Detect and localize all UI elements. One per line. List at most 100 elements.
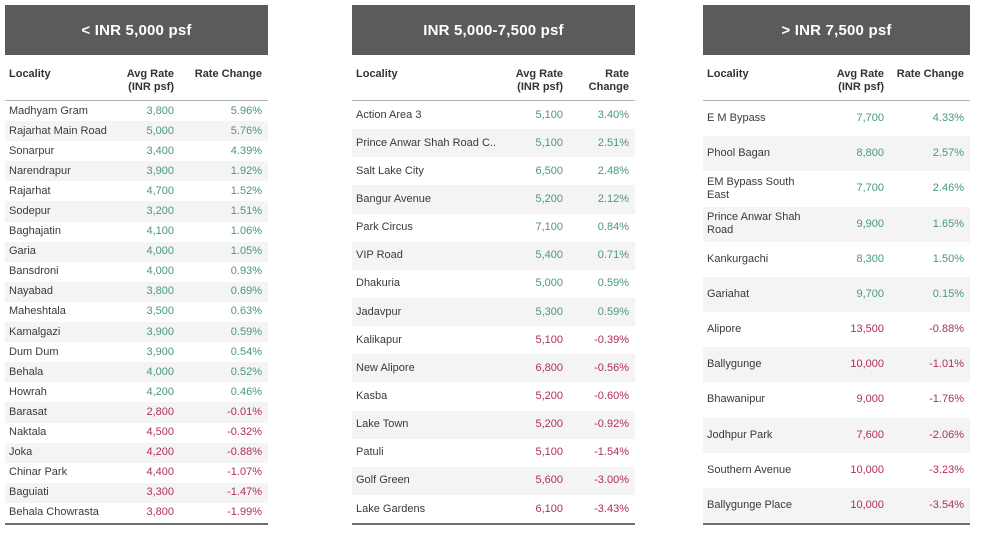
locality-cell: New Alipore bbox=[356, 361, 415, 374]
table-row[interactable]: Gariahat 9,700 0.15% bbox=[703, 276, 970, 313]
table-row[interactable]: Phool Bagan 8,800 2.57% bbox=[703, 136, 970, 172]
table-row[interactable]: Ballygunge 10,000 -1.01% bbox=[703, 347, 970, 383]
rate-change-cell: 0.54% bbox=[230, 345, 262, 358]
table-row[interactable]: Southern Avenue 10,000 -3.23% bbox=[703, 453, 970, 488]
locality-column-header: Locality bbox=[9, 68, 51, 80]
rate-change-cell: 1.51% bbox=[230, 205, 262, 218]
table-row[interactable]: Jodhpur Park 7,600 -2.06% bbox=[703, 417, 970, 453]
rate-change-cell: 0.59% bbox=[230, 325, 262, 338]
rate-change-cell: -0.39% bbox=[594, 333, 629, 346]
table-row[interactable]: Howrah 4,200 0.46% bbox=[5, 382, 268, 402]
table-row[interactable]: Dum Dum 3,900 0.54% bbox=[5, 342, 268, 362]
table-row[interactable]: Chinar Park 4,400 -1.07% bbox=[5, 463, 268, 483]
table-row[interactable]: New Alipore 6,800 -0.56% bbox=[352, 354, 635, 383]
table-row[interactable]: Barasat 2,800 -0.01% bbox=[5, 402, 268, 423]
table-row[interactable]: EM Bypass South East 7,700 2.46% bbox=[703, 171, 970, 206]
table-row[interactable]: Kasba 5,200 -0.60% bbox=[352, 382, 635, 410]
table-row[interactable]: Action Area 3 5,100 3.40% bbox=[352, 101, 635, 129]
locality-column-header: Locality bbox=[356, 68, 398, 80]
table-row[interactable]: Park Circus 7,100 0.84% bbox=[352, 214, 635, 242]
rate-change-cell: 1.65% bbox=[932, 217, 964, 230]
table-row[interactable]: Ballygunge Place 10,000 -3.54% bbox=[703, 487, 970, 524]
rate-change-cell: -1.07% bbox=[227, 466, 262, 479]
locality-cell: Phool Bagan bbox=[707, 147, 770, 160]
table-column-headers: Locality Avg Rate (INR psf) Rate Change bbox=[703, 55, 970, 101]
table-column-headers: Locality Avg Rate (INR psf) Rate Change bbox=[5, 55, 268, 101]
avg-rate-cell: 9,000 bbox=[856, 393, 884, 406]
table-row[interactable]: Baghajatin 4,100 1.06% bbox=[5, 222, 268, 242]
rate-change-cell: 0.71% bbox=[597, 249, 629, 262]
table-row[interactable]: Bhawanipur 9,000 -1.76% bbox=[703, 382, 970, 417]
rate-change-cell: 1.92% bbox=[230, 164, 262, 177]
rate-change-cell: 0.52% bbox=[230, 365, 262, 378]
table-row[interactable]: Bansdroni 4,000 0.93% bbox=[5, 262, 268, 282]
table-row[interactable]: Patuli 5,100 -1.54% bbox=[352, 439, 635, 467]
table-row[interactable]: Rajarhat 4,700 1.52% bbox=[5, 181, 268, 201]
table-row[interactable]: Dhakuria 5,000 0.59% bbox=[352, 270, 635, 298]
rate-change-cell: 1.06% bbox=[230, 225, 262, 238]
rate-change-column-header: Rate Change bbox=[588, 68, 629, 93]
table-row[interactable]: Prince Anwar Shah Road 9,900 1.65% bbox=[703, 206, 970, 242]
avg-rate-cell: 4,200 bbox=[146, 446, 174, 459]
rate-change-cell: -0.56% bbox=[594, 361, 629, 374]
table-row[interactable]: Sodepur 3,200 1.51% bbox=[5, 201, 268, 222]
rate-change-cell: -3.54% bbox=[929, 498, 964, 511]
rate-change-cell: -0.88% bbox=[227, 446, 262, 459]
locality-cell: Bansdroni bbox=[9, 265, 59, 278]
table-row[interactable]: Salt Lake City 6,500 2.48% bbox=[352, 157, 635, 185]
locality-cell: Garia bbox=[9, 245, 36, 258]
table-row[interactable]: Joka 4,200 -0.88% bbox=[5, 442, 268, 463]
locality-cell: Chinar Park bbox=[9, 466, 68, 479]
table-title: INR 5,000-7,500 psf bbox=[423, 21, 564, 39]
avg-rate-cell: 6,500 bbox=[535, 164, 563, 177]
rate-change-cell: -2.06% bbox=[929, 428, 964, 441]
table-row[interactable]: Madhyam Gram 3,800 5.96% bbox=[5, 101, 268, 121]
table-row[interactable]: Behala 4,000 0.52% bbox=[5, 362, 268, 383]
avg-rate-cell: 4,400 bbox=[146, 466, 174, 479]
table-row[interactable]: Baguiati 3,300 -1.47% bbox=[5, 482, 268, 503]
locality-cell: Dum Dum bbox=[9, 345, 59, 358]
locality-cell: Maheshtala bbox=[9, 305, 66, 318]
locality-cell: Southern Avenue bbox=[707, 463, 792, 476]
table-row[interactable]: Behala Chowrasta 3,800 -1.99% bbox=[5, 503, 268, 523]
table-row[interactable]: Rajarhat Main Road 5,000 5.76% bbox=[5, 121, 268, 142]
table-row[interactable]: Kankurgachi 8,300 1.50% bbox=[703, 242, 970, 277]
rate-change-cell: 4.39% bbox=[230, 144, 262, 157]
table-row[interactable]: Sonarpur 3,400 4.39% bbox=[5, 141, 268, 161]
locality-cell: Dhakuria bbox=[356, 277, 401, 290]
avg-rate-cell: 13,500 bbox=[850, 323, 884, 336]
table-row[interactable]: Kamalgazi 3,900 0.59% bbox=[5, 322, 268, 343]
table-row[interactable]: Narendrapur 3,900 1.92% bbox=[5, 161, 268, 182]
table-row[interactable]: Alipore 13,500 -0.88% bbox=[703, 312, 970, 347]
locality-cell: Patuli bbox=[356, 446, 384, 459]
table-row[interactable]: Bangur Avenue 5,200 2.12% bbox=[352, 185, 635, 214]
avg-rate-cell: 3,200 bbox=[146, 205, 174, 218]
locality-cell: Rajarhat bbox=[9, 184, 51, 197]
avg-rate-cell: 2,800 bbox=[146, 405, 174, 418]
table-row[interactable]: Lake Town 5,200 -0.92% bbox=[352, 410, 635, 439]
table-row[interactable]: Maheshtala 3,500 0.63% bbox=[5, 302, 268, 322]
locality-column-header: Locality bbox=[707, 68, 749, 80]
avg-rate-cell: 3,800 bbox=[146, 506, 174, 519]
avg-rate-cell: 5,100 bbox=[535, 333, 563, 346]
table-row[interactable]: Prince Anwar Shah Road C.. 5,100 2.51% bbox=[352, 129, 635, 158]
table-row[interactable]: Garia 4,000 1.05% bbox=[5, 241, 268, 262]
avg-rate-cell: 9,700 bbox=[856, 287, 884, 300]
avg-rate-cell: 3,400 bbox=[146, 144, 174, 157]
locality-cell: Gariahat bbox=[707, 287, 750, 300]
table-row[interactable]: E M Bypass 7,700 4.33% bbox=[703, 101, 970, 136]
price-table-5000-7500: INR 5,000-7,500 psf Locality Avg Rate (I… bbox=[352, 5, 635, 525]
table-row[interactable]: Lake Gardens 6,100 -3.43% bbox=[352, 495, 635, 523]
avg-rate-cell: 3,900 bbox=[146, 345, 174, 358]
table-row[interactable]: Nayabad 3,800 0.69% bbox=[5, 281, 268, 302]
table-row[interactable]: VIP Road 5,400 0.71% bbox=[352, 241, 635, 270]
table-row[interactable]: Naktala 4,500 -0.32% bbox=[5, 423, 268, 443]
rate-change-cell: -3.00% bbox=[594, 474, 629, 487]
locality-cell: Sonarpur bbox=[9, 144, 55, 157]
rate-change-cell: 0.69% bbox=[230, 285, 262, 298]
avg-rate-cell: 3,900 bbox=[146, 164, 174, 177]
locality-cell: Baguiati bbox=[9, 486, 49, 499]
table-row[interactable]: Kalikapur 5,100 -0.39% bbox=[352, 326, 635, 354]
table-row[interactable]: Golf Green 5,600 -3.00% bbox=[352, 466, 635, 495]
table-row[interactable]: Jadavpur 5,300 0.59% bbox=[352, 297, 635, 327]
